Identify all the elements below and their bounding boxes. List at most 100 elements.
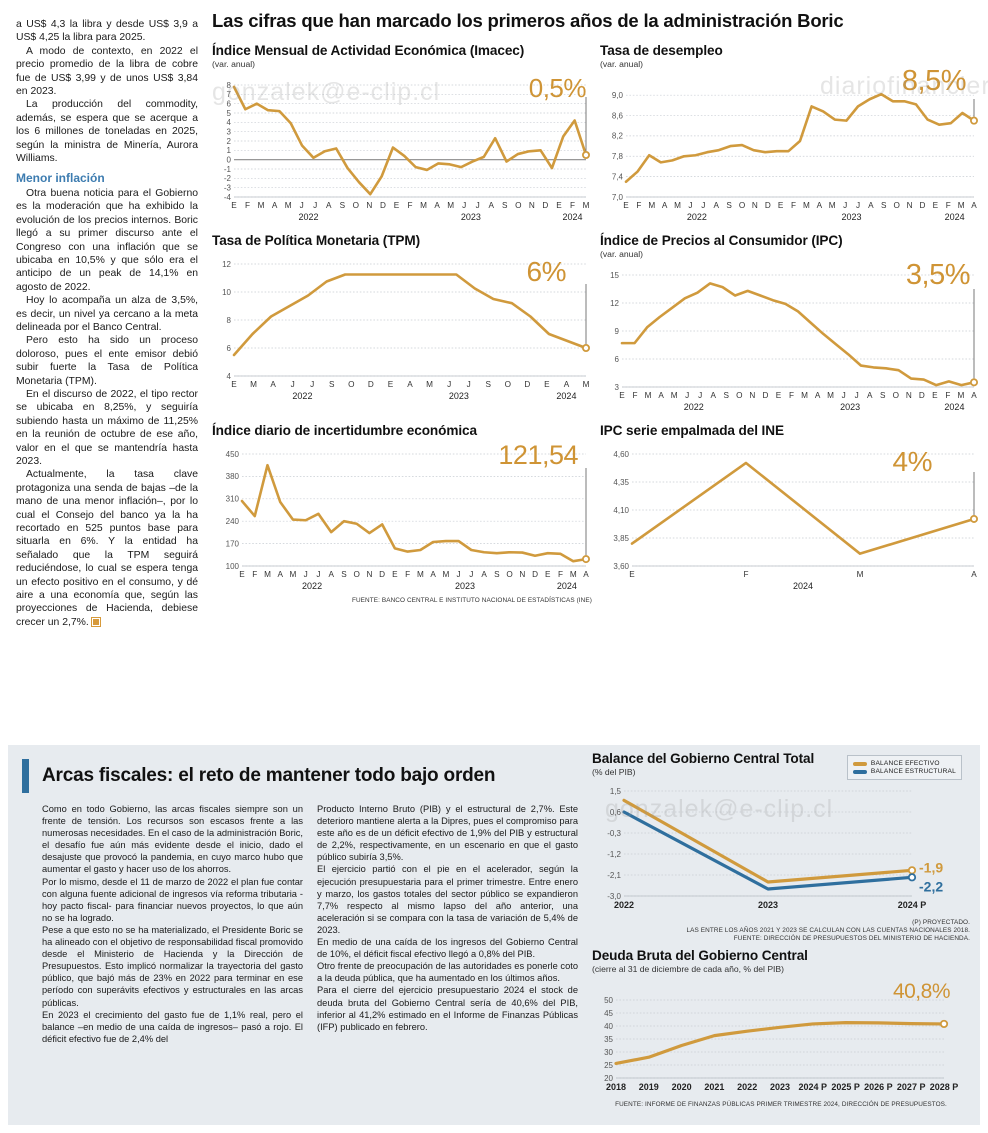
svg-text:3: 3 bbox=[615, 383, 620, 392]
svg-text:S: S bbox=[724, 391, 730, 400]
svg-text:J: J bbox=[856, 201, 860, 210]
svg-text:-1: -1 bbox=[224, 165, 232, 174]
svg-text:E: E bbox=[388, 380, 394, 389]
svg-text:M: M bbox=[420, 201, 427, 210]
top-section: a US$ 4,3 la libra y desde US$ 3,9 a US$… bbox=[8, 10, 978, 629]
svg-text:2024: 2024 bbox=[793, 581, 813, 591]
article-column-left: a US$ 4,3 la libra y desde US$ 3,9 a US$… bbox=[8, 10, 208, 629]
svg-text:A: A bbox=[971, 201, 977, 210]
svg-text:O: O bbox=[893, 391, 899, 400]
svg-text:-3: -3 bbox=[224, 183, 232, 192]
svg-text:8,2: 8,2 bbox=[612, 132, 624, 141]
article-paragraph: Otro frente de preocupación de las autor… bbox=[317, 961, 578, 984]
svg-text:3: 3 bbox=[227, 127, 232, 136]
legend-swatch-efectivo bbox=[852, 761, 867, 766]
svg-text:E: E bbox=[629, 570, 635, 579]
svg-text:3,60: 3,60 bbox=[613, 562, 629, 571]
svg-text:2021: 2021 bbox=[704, 1082, 724, 1092]
svg-text:2023: 2023 bbox=[449, 391, 469, 401]
svg-text:E: E bbox=[556, 201, 562, 210]
svg-text:2022: 2022 bbox=[302, 581, 322, 591]
article-paragraph: Por lo mismo, desde el 11 de marzo de 20… bbox=[42, 876, 303, 923]
svg-text:F: F bbox=[636, 201, 641, 210]
svg-text:10: 10 bbox=[222, 288, 231, 297]
end-mark-icon bbox=[90, 616, 101, 627]
svg-text:7,8: 7,8 bbox=[612, 152, 624, 161]
svg-text:M: M bbox=[857, 570, 864, 579]
svg-text:J: J bbox=[457, 570, 461, 579]
svg-text:2018: 2018 bbox=[606, 1082, 626, 1092]
svg-text:J: J bbox=[447, 380, 451, 389]
svg-text:J: J bbox=[310, 380, 314, 389]
svg-text:M: M bbox=[290, 570, 297, 579]
svg-text:-2: -2 bbox=[224, 174, 232, 183]
svg-text:-2,2: -2,2 bbox=[919, 878, 943, 894]
svg-text:S: S bbox=[329, 380, 335, 389]
svg-text:9: 9 bbox=[615, 327, 620, 336]
svg-text:N: N bbox=[906, 391, 912, 400]
svg-text:2026 P: 2026 P bbox=[864, 1082, 893, 1092]
svg-text:A: A bbox=[272, 201, 278, 210]
svg-text:E: E bbox=[239, 570, 245, 579]
svg-text:F: F bbox=[633, 391, 638, 400]
svg-text:N: N bbox=[366, 570, 372, 579]
svg-text:6: 6 bbox=[227, 344, 232, 353]
svg-text:E: E bbox=[933, 201, 939, 210]
svg-text:2024 P: 2024 P bbox=[799, 1082, 828, 1092]
svg-text:D: D bbox=[532, 570, 538, 579]
svg-text:240: 240 bbox=[226, 517, 240, 526]
svg-text:4,35: 4,35 bbox=[613, 478, 629, 487]
svg-text:2022: 2022 bbox=[737, 1082, 757, 1092]
svg-text:2022: 2022 bbox=[687, 212, 707, 222]
svg-text:S: S bbox=[485, 380, 491, 389]
chart-title: Tasa de Política Monetaria (TPM) bbox=[212, 233, 421, 248]
svg-text:2: 2 bbox=[227, 137, 232, 146]
svg-text:1,5: 1,5 bbox=[610, 787, 622, 796]
svg-text:2027 P: 2027 P bbox=[897, 1082, 926, 1092]
svg-text:7,4: 7,4 bbox=[612, 172, 624, 181]
svg-text:N: N bbox=[366, 201, 372, 210]
svg-text:S: S bbox=[880, 391, 886, 400]
chart-svg: 1,5 0,6 -0,3 -1,2 -2,1 -3,0 -1,9 -2,2 2022 2023 20… bbox=[607, 787, 943, 910]
article-bottom-header: Arcas fiscales: el reto de mantener todo… bbox=[22, 759, 578, 793]
svg-text:E: E bbox=[394, 201, 400, 210]
svg-text:F: F bbox=[946, 201, 951, 210]
svg-text:2024: 2024 bbox=[562, 212, 582, 222]
chart-imacec: Índice Mensual de Actividad Económica (I… bbox=[212, 43, 592, 227]
svg-text:2023: 2023 bbox=[770, 1082, 790, 1092]
svg-text:-4: -4 bbox=[224, 193, 232, 202]
svg-text:45: 45 bbox=[604, 1009, 613, 1018]
chart-source-note: FUENTE: DIRECCIÓN DE PRESUPUESTOS DEL MI… bbox=[733, 935, 970, 942]
svg-text:7,0: 7,0 bbox=[612, 193, 624, 202]
svg-text:9,0: 9,0 bbox=[612, 91, 624, 100]
chart-title: Índice Mensual de Actividad Económica (I… bbox=[212, 43, 525, 58]
chart-legend: BALANCE EFECTIVO BALANCE ESTRUCTURAL bbox=[846, 755, 962, 780]
svg-text:S: S bbox=[881, 201, 887, 210]
svg-text:J: J bbox=[316, 570, 320, 579]
svg-text:100: 100 bbox=[226, 562, 240, 571]
svg-text:A: A bbox=[662, 201, 668, 210]
svg-text:M: M bbox=[264, 570, 271, 579]
svg-text:380: 380 bbox=[226, 472, 240, 481]
svg-text:N: N bbox=[752, 201, 758, 210]
chart-source-note: FUENTE: BANCO CENTRAL E INSTITUTO NACION… bbox=[351, 597, 592, 604]
svg-text:O: O bbox=[893, 201, 899, 210]
svg-text:M: M bbox=[958, 201, 965, 210]
svg-text:D: D bbox=[542, 201, 548, 210]
svg-text:A: A bbox=[277, 570, 283, 579]
chart-tpm: Tasa de Política Monetaria (TPM) 6% 12 10… bbox=[212, 233, 592, 417]
svg-text:M: M bbox=[648, 201, 655, 210]
svg-text:2022: 2022 bbox=[684, 402, 704, 412]
svg-text:A: A bbox=[328, 570, 334, 579]
chart-plot-area: 1,5 0,6 -0,3 -1,2 -2,1 -3,0 -1,9 -2,2 2022 2023 20… bbox=[592, 783, 970, 918]
svg-text:-1,9: -1,9 bbox=[919, 859, 943, 875]
svg-text:M: M bbox=[583, 201, 590, 210]
chart-title: Balance del Gobierno Central Total bbox=[592, 751, 815, 766]
svg-text:2024: 2024 bbox=[944, 402, 964, 412]
chart-callout-value: 4% bbox=[892, 446, 933, 477]
chart-callout-value: 121,54 bbox=[498, 440, 578, 470]
svg-text:12: 12 bbox=[222, 260, 231, 269]
article-subheading: Menor inflación bbox=[16, 171, 105, 186]
svg-text:D: D bbox=[762, 391, 768, 400]
article-paragraph: En medio de una caída de los ingresos de… bbox=[317, 937, 578, 960]
